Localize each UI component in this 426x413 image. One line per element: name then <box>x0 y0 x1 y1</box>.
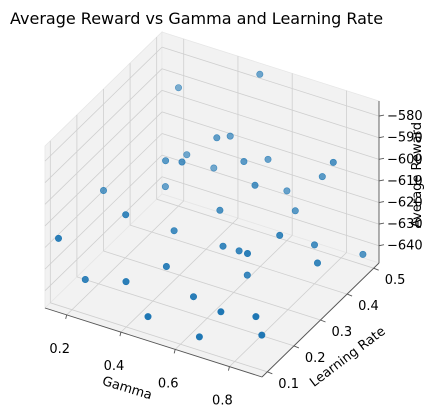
data-point <box>175 84 183 92</box>
data-point <box>251 181 259 189</box>
z-tick-label: −590 <box>387 131 423 146</box>
chart-title: Average Reward vs Gamma and Learning Rat… <box>10 9 383 28</box>
data-points <box>54 70 367 341</box>
data-point <box>170 227 178 235</box>
z-tick-label: −580 <box>387 109 423 124</box>
x-axis-line <box>44 307 263 378</box>
y-tick-mark <box>346 293 353 297</box>
z-tick-mark <box>378 114 385 117</box>
z-tick-mark <box>378 201 385 203</box>
data-point <box>258 331 266 339</box>
grid-line-z <box>44 111 163 227</box>
data-point <box>252 313 260 321</box>
data-point <box>144 313 152 321</box>
grid-line-y <box>129 224 348 295</box>
z-tick-mark <box>378 222 385 225</box>
y-tick-label: 0.5 <box>385 273 406 288</box>
data-point <box>240 158 248 166</box>
data-point <box>313 259 321 267</box>
data-point <box>54 234 62 242</box>
z-tick-mark <box>378 244 385 247</box>
tick-labels: 0.2 0.4 0.6 0.8 0.1 0.2 0.3 0.4 0.5 −580 −590 −600 −… <box>49 109 422 409</box>
z-tick-label: −610 <box>387 174 423 189</box>
data-point <box>190 293 198 301</box>
data-point <box>329 158 337 166</box>
data-point <box>178 158 186 166</box>
grid-line-y <box>76 276 295 347</box>
y-tick-label: 0.4 <box>358 299 379 314</box>
data-point <box>243 271 251 279</box>
x-tick-mark <box>65 314 68 320</box>
y-tick-mark <box>293 345 300 349</box>
data-point <box>226 132 234 140</box>
z-tick-label: −640 <box>387 239 423 254</box>
data-point <box>359 250 367 258</box>
y-tick-label: 0.3 <box>332 325 353 340</box>
z-tick-label: −630 <box>387 217 423 232</box>
x-axis-label: Gamma <box>100 374 153 403</box>
data-point <box>256 70 264 78</box>
grid-line-z <box>44 176 163 292</box>
grid-line-z <box>161 111 380 182</box>
data-point <box>210 164 218 172</box>
z-tick-mark <box>378 179 385 182</box>
y-tick-label: 0.2 <box>305 351 326 366</box>
data-point <box>162 157 170 165</box>
grid-line-z <box>44 90 163 205</box>
y-tick-label: 0.1 <box>278 377 299 392</box>
x-tick-label: 0.2 <box>49 342 70 357</box>
data-point <box>283 187 291 195</box>
data-point <box>217 308 225 316</box>
data-point <box>318 173 326 181</box>
z-tick-mark <box>378 136 385 139</box>
y-tick-mark <box>320 319 326 323</box>
x-tick-label: 0.8 <box>212 394 233 409</box>
y-tick-mark <box>267 371 273 375</box>
x-tick-mark <box>119 332 122 337</box>
data-point <box>122 211 130 219</box>
grid-line-y <box>103 250 321 321</box>
grid-line-z <box>161 176 380 247</box>
y-tick-mark <box>373 267 379 271</box>
data-point <box>213 134 221 142</box>
x-tick-mark <box>173 349 176 354</box>
z-tick-mark <box>378 157 385 160</box>
data-point <box>195 333 203 341</box>
grid-line-y <box>50 302 268 373</box>
z-tick-label: −620 <box>387 196 423 211</box>
grid-line-z <box>161 46 380 117</box>
x-tick-label: 0.4 <box>104 359 125 374</box>
data-point <box>100 187 108 195</box>
data-point <box>216 206 224 214</box>
data-point <box>264 155 272 163</box>
grid-line-z <box>44 68 163 184</box>
data-point <box>244 250 252 258</box>
grid-line-y <box>156 198 374 269</box>
data-point <box>291 207 299 215</box>
grid-line-z <box>161 68 380 139</box>
data-point <box>183 151 191 159</box>
data-point <box>81 275 89 283</box>
data-point <box>122 278 130 286</box>
data-point <box>310 241 318 249</box>
grid-line-z <box>161 133 380 203</box>
grid-line-z <box>161 89 380 160</box>
data-point <box>161 183 169 191</box>
z-tick-label: −600 <box>387 152 423 167</box>
grid-line-z <box>44 154 163 270</box>
x-tick-mark <box>228 366 230 371</box>
x-tick-label: 0.6 <box>158 376 179 391</box>
data-point <box>162 262 170 270</box>
z-axis-label: Average Reward <box>410 122 425 228</box>
data-point <box>276 231 284 239</box>
grid-line-z <box>44 46 163 162</box>
grid-line-z <box>161 154 380 225</box>
data-point <box>219 242 227 250</box>
data-point <box>235 247 243 255</box>
gridlines <box>44 37 380 373</box>
